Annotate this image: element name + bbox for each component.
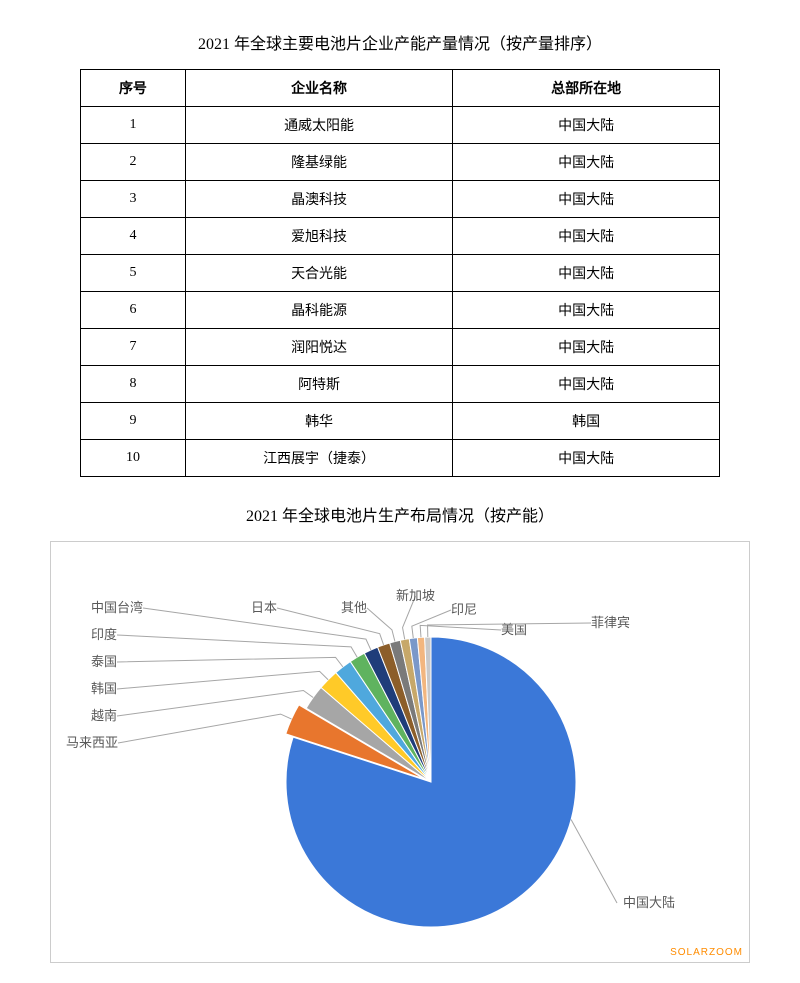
table-cell: 8 — [81, 366, 186, 403]
table-cell: 9 — [81, 403, 186, 440]
slice-label: 新加坡 — [396, 588, 435, 603]
slice-label: 其他 — [341, 600, 367, 615]
pie-chart: 中国大陆马来西亚越南韩国泰国印度中国台湾日本其他新加坡印尼美国菲律宾 — [61, 552, 739, 952]
pie-chart-container: 中国大陆马来西亚越南韩国泰国印度中国台湾日本其他新加坡印尼美国菲律宾 SOLAR… — [50, 541, 750, 963]
leader-line — [117, 635, 357, 657]
leader-line — [571, 820, 617, 903]
slice-label: 日本 — [251, 600, 277, 615]
table-cell: 爱旭科技 — [185, 218, 452, 255]
leader-line — [117, 671, 328, 689]
slice-label: 印度 — [91, 627, 117, 642]
table-title: 2021 年全球主要电池片企业产能产量情况（按产量排序） — [50, 30, 750, 54]
table-cell: 2 — [81, 144, 186, 181]
table-cell: 10 — [81, 440, 186, 477]
table-cell: 润阳悦达 — [185, 329, 452, 366]
table-cell: 中国大陆 — [453, 292, 720, 329]
table-row: 4爱旭科技中国大陆 — [81, 218, 720, 255]
table-cell: 中国大陆 — [453, 440, 720, 477]
leader-line — [117, 657, 343, 667]
slice-label: 泰国 — [91, 654, 117, 669]
table-cell: 阿特斯 — [185, 366, 452, 403]
table-row: 6晶科能源中国大陆 — [81, 292, 720, 329]
slice-label: 中国台湾 — [91, 600, 143, 615]
table-cell: 韩华 — [185, 403, 452, 440]
slice-label: 印尼 — [451, 602, 477, 617]
table-cell: 韩国 — [453, 403, 720, 440]
table-cell: 6 — [81, 292, 186, 329]
col-header-company: 企业名称 — [185, 70, 452, 107]
table-cell: 4 — [81, 218, 186, 255]
table-row: 5天合光能中国大陆 — [81, 255, 720, 292]
table-cell: 晶澳科技 — [185, 181, 452, 218]
table-cell: 中国大陆 — [453, 255, 720, 292]
table-row: 8阿特斯中国大陆 — [81, 366, 720, 403]
leader-line — [117, 691, 313, 716]
leader-line — [118, 714, 292, 743]
table-cell: 隆基绿能 — [185, 144, 452, 181]
table-cell: 中国大陆 — [453, 218, 720, 255]
slice-label: 越南 — [91, 708, 117, 723]
table-cell: 7 — [81, 329, 186, 366]
table-row: 1通威太阳能中国大陆 — [81, 107, 720, 144]
table-row: 9韩华韩国 — [81, 403, 720, 440]
table-row: 10江西展宇（捷泰）中国大陆 — [81, 440, 720, 477]
table-cell: 5 — [81, 255, 186, 292]
table-cell: 晶科能源 — [185, 292, 452, 329]
table-cell: 天合光能 — [185, 255, 452, 292]
table-cell: 江西展宇（捷泰） — [185, 440, 452, 477]
table-cell: 中国大陆 — [453, 366, 720, 403]
table-cell: 中国大陆 — [453, 329, 720, 366]
table-row: 2隆基绿能中国大陆 — [81, 144, 720, 181]
table-cell: 通威太阳能 — [185, 107, 452, 144]
slice-label: 中国大陆 — [623, 895, 675, 910]
leader-line — [420, 625, 501, 637]
table-cell: 中国大陆 — [453, 144, 720, 181]
table-row: 3晶澳科技中国大陆 — [81, 181, 720, 218]
slice-label: 菲律宾 — [591, 615, 630, 630]
slice-label: 马来西亚 — [66, 735, 118, 750]
slice-label: 韩国 — [91, 681, 117, 696]
table-row: 7润阳悦达中国大陆 — [81, 329, 720, 366]
table-cell: 中国大陆 — [453, 107, 720, 144]
col-header-rank: 序号 — [81, 70, 186, 107]
table-cell: 1 — [81, 107, 186, 144]
table-cell: 中国大陆 — [453, 181, 720, 218]
table-cell: 3 — [81, 181, 186, 218]
watermark-text: SOLARZOOM — [670, 947, 743, 958]
leader-line — [277, 608, 384, 645]
company-table: 序号 企业名称 总部所在地 1通威太阳能中国大陆2隆基绿能中国大陆3晶澳科技中国… — [80, 69, 720, 477]
table-header-row: 序号 企业名称 总部所在地 — [81, 70, 720, 107]
chart-title: 2021 年全球电池片生产布局情况（按产能） — [50, 502, 750, 526]
col-header-location: 总部所在地 — [453, 70, 720, 107]
leader-line — [412, 610, 451, 638]
